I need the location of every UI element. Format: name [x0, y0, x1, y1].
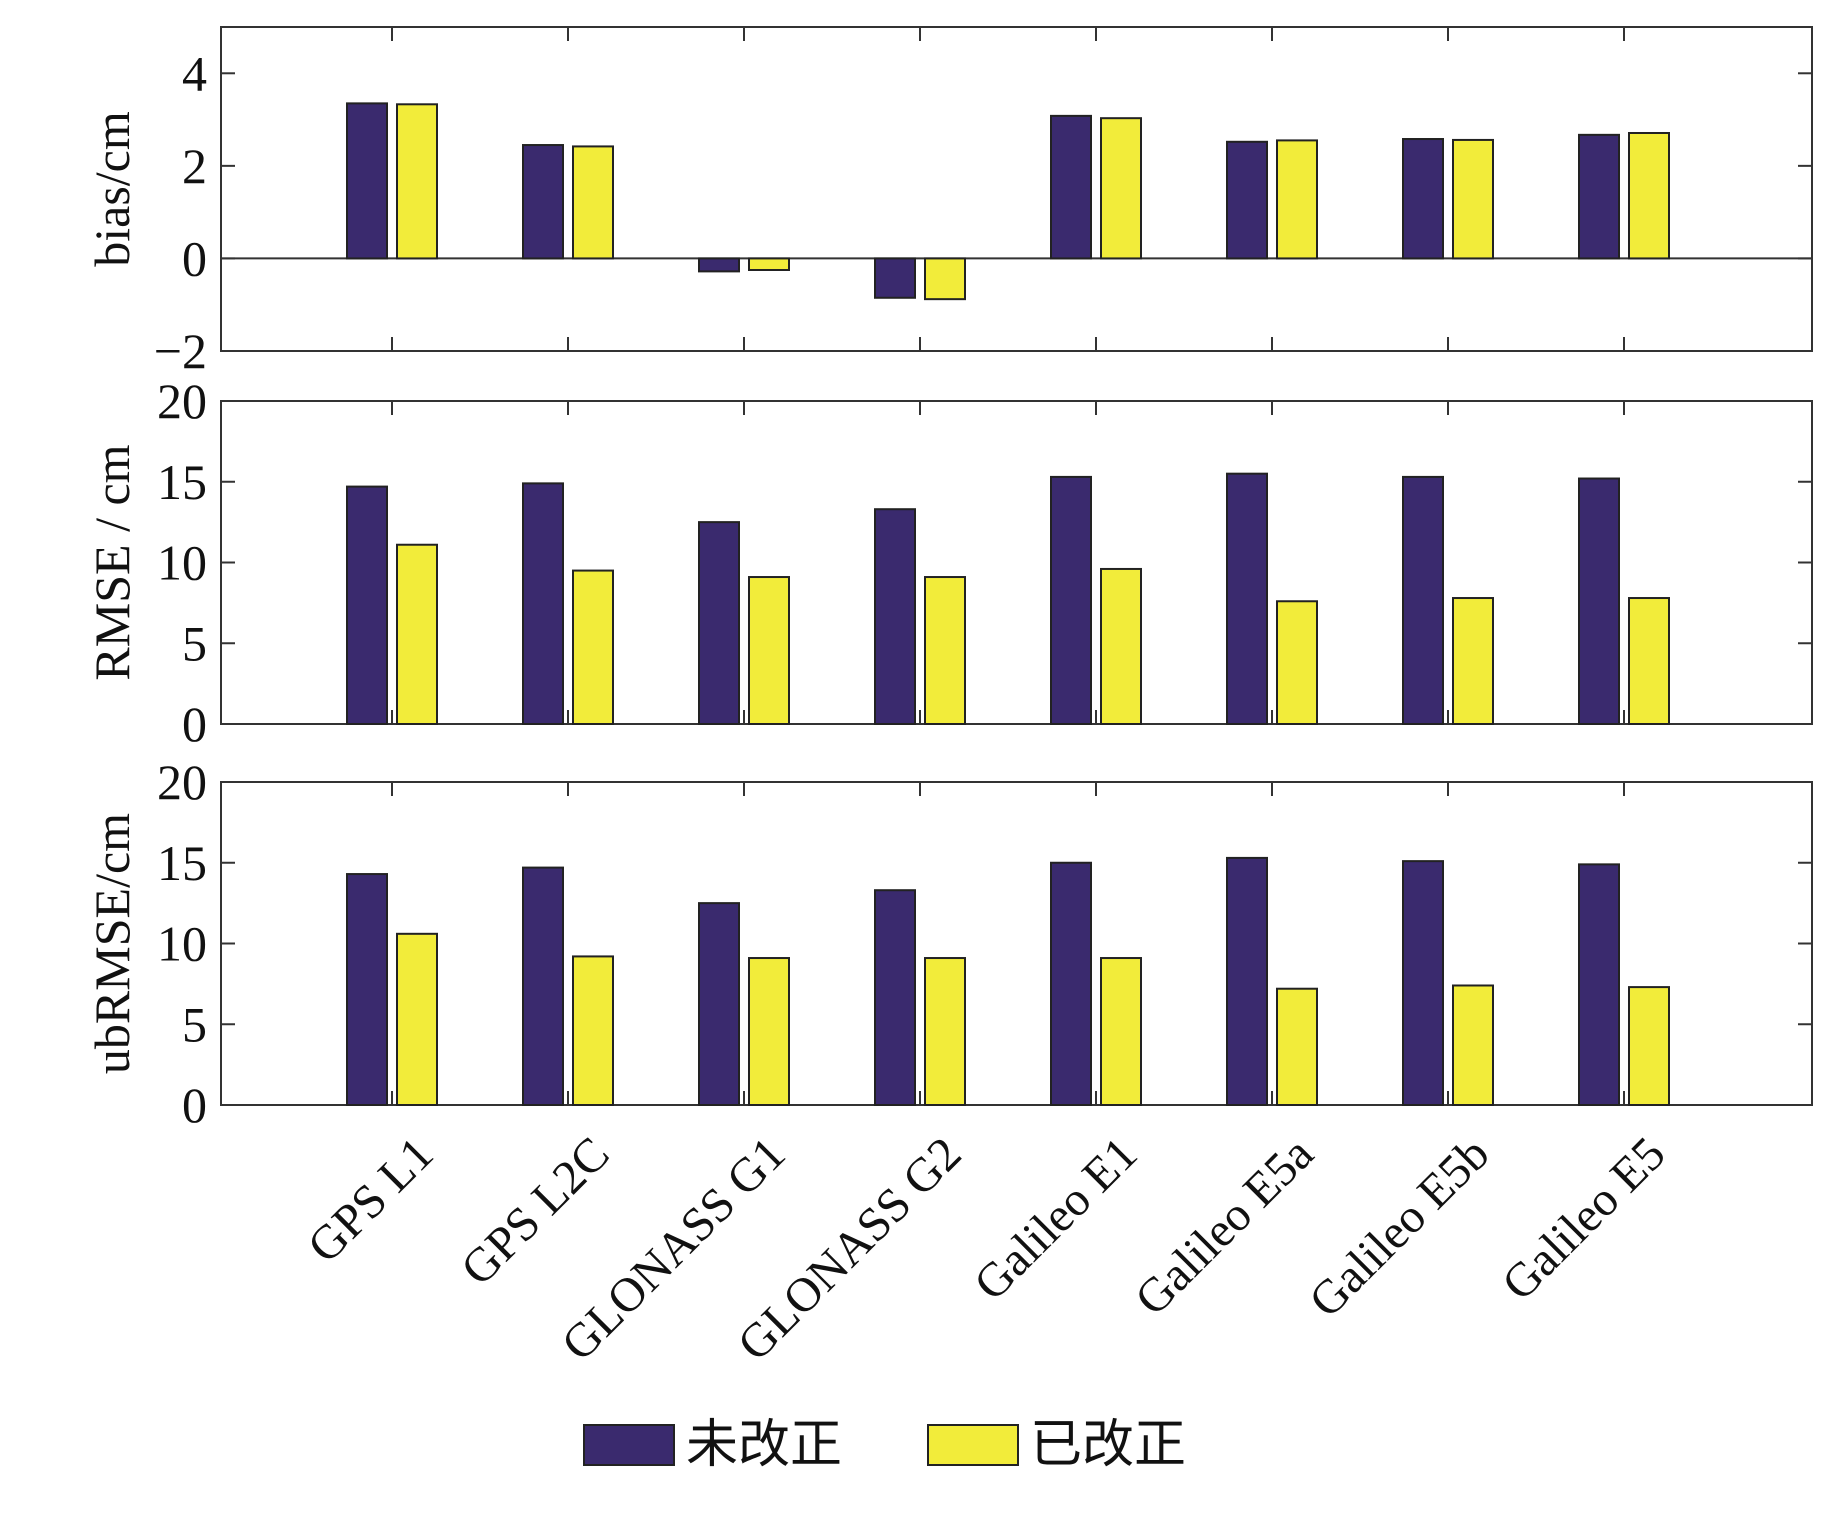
- bar-corrected-3: [924, 257, 966, 301]
- bar-corrected-5: [1276, 987, 1318, 1106]
- bar-corrected-7: [1628, 986, 1670, 1106]
- bar-corrected-2: [748, 257, 790, 271]
- bar-uncorrected-7: [1578, 133, 1620, 260]
- bar-corrected-3: [924, 576, 966, 725]
- category-label: Galileo E5a: [1125, 1127, 1324, 1326]
- bar-corrected-0: [396, 103, 438, 260]
- legend-label-corrected: 已改正: [1030, 1415, 1186, 1475]
- bar-uncorrected-4: [1050, 861, 1092, 1106]
- bar-corrected-1: [572, 955, 614, 1106]
- bar-uncorrected-2: [698, 902, 740, 1106]
- bar-uncorrected-5: [1226, 856, 1268, 1107]
- bar-uncorrected-0: [346, 485, 388, 725]
- bar-corrected-1: [572, 145, 614, 260]
- ytick-label: 10: [157, 535, 207, 591]
- ylabel-1: RMSE / cm: [84, 444, 140, 680]
- bar-uncorrected-4: [1050, 114, 1092, 260]
- ytick-label: 10: [157, 916, 207, 972]
- bar-corrected-3: [924, 957, 966, 1106]
- bar-uncorrected-4: [1050, 475, 1092, 725]
- ytick-label: 5: [182, 615, 207, 671]
- ytick-label: 0: [182, 1077, 207, 1133]
- bar-uncorrected-5: [1226, 472, 1268, 725]
- ytick-label: 20: [157, 754, 207, 810]
- ytick-label: 15: [157, 454, 207, 510]
- ytick-label: 2: [182, 138, 207, 194]
- bar-uncorrected-6: [1402, 860, 1444, 1107]
- bar-uncorrected-2: [698, 521, 740, 725]
- ytick-label: 4: [182, 45, 207, 101]
- bar-uncorrected-6: [1402, 138, 1444, 260]
- bar-uncorrected-1: [522, 866, 564, 1106]
- bar-corrected-2: [748, 957, 790, 1106]
- bar-uncorrected-0: [346, 102, 388, 260]
- plot-frame-0: [220, 26, 1813, 352]
- bar-corrected-5: [1276, 139, 1318, 260]
- bar-corrected-6: [1452, 597, 1494, 726]
- bar-corrected-4: [1100, 117, 1142, 260]
- bar-corrected-0: [396, 543, 438, 725]
- bar-uncorrected-2: [698, 257, 740, 273]
- bar-uncorrected-5: [1226, 140, 1268, 260]
- ytick-label: 5: [182, 996, 207, 1052]
- ylabel-2: ubRMSE/cm: [84, 813, 140, 1074]
- ytick-label: 20: [157, 373, 207, 429]
- ylabel-0: bias/cm: [84, 111, 140, 267]
- legend-label-uncorrected: 未改正: [686, 1415, 842, 1475]
- category-label: GPS L1: [298, 1127, 444, 1273]
- bar-corrected-4: [1100, 567, 1142, 726]
- bar-corrected-6: [1452, 138, 1494, 260]
- bar-corrected-4: [1100, 957, 1142, 1106]
- bar-corrected-6: [1452, 984, 1494, 1106]
- category-label: Galileo E5: [1492, 1127, 1676, 1311]
- ytick-label: 0: [182, 696, 207, 752]
- category-label: Galileo E1: [964, 1127, 1148, 1311]
- bar-uncorrected-3: [874, 257, 916, 299]
- bar-corrected-0: [396, 932, 438, 1106]
- bar-uncorrected-3: [874, 508, 916, 725]
- bar-uncorrected-1: [522, 144, 564, 260]
- bar-corrected-7: [1628, 597, 1670, 726]
- category-label: Galileo E5b: [1299, 1127, 1500, 1328]
- legend-swatch-uncorrected: [583, 1424, 675, 1466]
- plot-frame-1: [220, 400, 1813, 725]
- bar-uncorrected-6: [1402, 475, 1444, 725]
- bar-corrected-1: [572, 569, 614, 726]
- bar-corrected-7: [1628, 131, 1670, 260]
- bar-uncorrected-0: [346, 873, 388, 1106]
- category-label: GPS L2C: [451, 1127, 620, 1296]
- ytick-label: 15: [157, 835, 207, 891]
- bar-uncorrected-7: [1578, 477, 1620, 725]
- bar-corrected-2: [748, 576, 790, 725]
- ytick-label: −2: [154, 323, 207, 379]
- bar-uncorrected-1: [522, 482, 564, 725]
- legend-swatch-corrected: [927, 1424, 1019, 1466]
- bar-corrected-5: [1276, 600, 1318, 726]
- plot-frame-2: [220, 781, 1813, 1106]
- ytick-label: 0: [182, 230, 207, 286]
- bar-uncorrected-3: [874, 889, 916, 1107]
- bar-uncorrected-7: [1578, 863, 1620, 1106]
